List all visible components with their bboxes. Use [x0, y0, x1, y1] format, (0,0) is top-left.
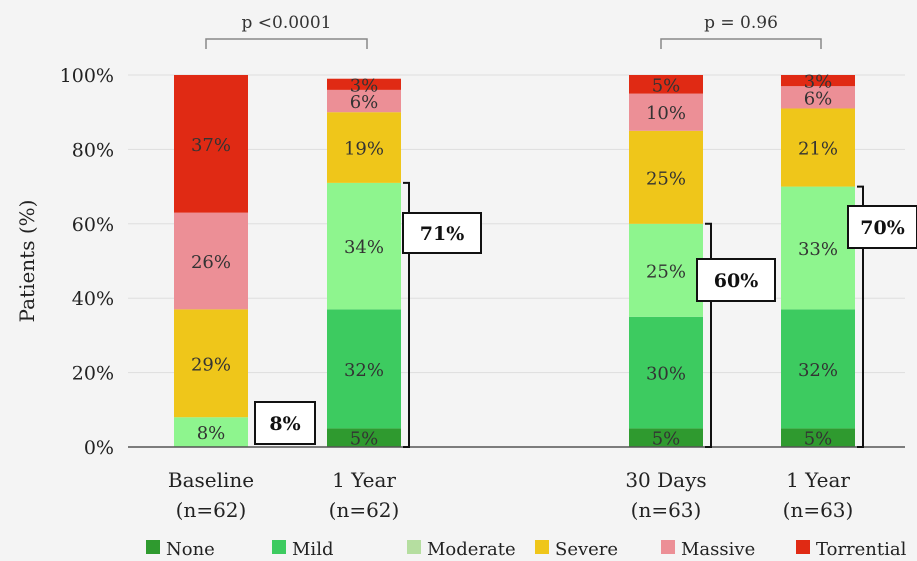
legend-swatch-none — [146, 540, 160, 554]
bar-segment-label: 25% — [646, 168, 686, 189]
bar-segment-label: 3% — [350, 75, 379, 96]
bar-segment-moderate — [327, 182, 401, 310]
callout-value: 8% — [269, 413, 300, 435]
bar-segment-label: 21% — [798, 139, 838, 160]
bar-segment-severe — [629, 130, 703, 224]
bar-segment-label: 5% — [652, 75, 681, 96]
x-category-sublabel: (n=63) — [783, 498, 854, 522]
x-category-label: Baseline — [168, 468, 254, 492]
legend-label: None — [166, 539, 215, 560]
bar-segment-label: 32% — [798, 360, 838, 381]
bar-segment-label: 25% — [646, 261, 686, 282]
y-tick-label: 0% — [84, 437, 114, 459]
bar-segment-label: 8% — [197, 423, 226, 444]
legend-label: Massive — [681, 539, 755, 560]
bar-segment-massive — [327, 89, 401, 113]
legend-swatch-torrential — [796, 540, 810, 554]
p-value-label: p <0.0001 — [241, 13, 331, 33]
bar-segment-label: 5% — [350, 429, 379, 450]
bar-segment-label: 10% — [646, 103, 686, 124]
legend-swatch-mild — [272, 540, 286, 554]
bar-segment-label: 5% — [804, 429, 833, 450]
x-category-sublabel: (n=62) — [329, 498, 400, 522]
bar-segment-mild — [781, 309, 855, 429]
x-category-label: 30 Days — [625, 468, 706, 492]
bar-segment-moderate — [781, 186, 855, 310]
bar-segment-massive — [781, 86, 855, 109]
bar-segment-moderate — [174, 417, 248, 447]
callout-box — [847, 205, 917, 249]
bar-segment-torrential — [327, 78, 401, 90]
x-category-label: 1 Year — [332, 468, 396, 492]
bar-segment-label: 30% — [646, 364, 686, 385]
bar-segment-none — [781, 428, 855, 447]
bar-segment-severe — [781, 108, 855, 187]
legend-swatch-moderate — [407, 540, 421, 554]
legend-swatch-massive — [661, 540, 675, 554]
callout-bracket — [857, 185, 864, 448]
bar-segment-label: 19% — [344, 139, 384, 160]
x-category-label: 1 Year — [786, 468, 850, 492]
y-tick-label: 100% — [60, 65, 114, 87]
bar-segment-label: 3% — [804, 72, 833, 93]
y-tick-label: 40% — [72, 288, 114, 310]
callout-bracket — [403, 181, 410, 448]
legend-label: Severe — [555, 539, 618, 560]
comparison-bracket — [205, 38, 368, 49]
bar-segment-none — [629, 428, 703, 447]
bar-segment-label: 6% — [350, 92, 379, 113]
callout-box — [696, 258, 776, 302]
callout-value: 70% — [860, 217, 905, 239]
callout-box — [254, 401, 316, 445]
bar-segment-severe — [174, 309, 248, 418]
legend-label: Mild — [292, 539, 333, 560]
x-category-sublabel: (n=63) — [631, 498, 702, 522]
bar-segment-label: 37% — [191, 135, 231, 156]
callout-box — [402, 212, 482, 254]
p-value-label: p = 0.96 — [704, 13, 778, 33]
bar-segment-label: 5% — [652, 429, 681, 450]
bar-segment-moderate — [629, 223, 703, 317]
bar-segment-label: 29% — [191, 354, 231, 375]
callout-value: 60% — [714, 270, 759, 292]
bar-segment-mild — [327, 309, 401, 429]
bar-segment-torrential — [174, 75, 248, 213]
bar-segment-label: 6% — [804, 88, 833, 109]
y-axis-title: Patients (%) — [15, 200, 39, 323]
bar-segment-label: 32% — [344, 360, 384, 381]
bar-segment-label: 34% — [344, 237, 384, 258]
y-tick-label: 20% — [72, 363, 114, 385]
x-category-sublabel: (n=62) — [176, 498, 247, 522]
bar-segment-severe — [327, 112, 401, 183]
bar-segment-torrential — [781, 75, 855, 87]
legend-swatch-severe — [535, 540, 549, 554]
callout-value: 71% — [420, 223, 465, 245]
bar-segment-mild — [629, 316, 703, 429]
bar-segment-torrential — [629, 75, 703, 94]
bar-segment-none — [327, 428, 401, 447]
legend-label: Torrential — [816, 539, 907, 560]
y-tick-label: 80% — [72, 139, 114, 161]
legend-label: Moderate — [427, 539, 516, 560]
bar-segment-massive — [174, 212, 248, 310]
callout-bracket — [705, 222, 712, 448]
bar-segment-label: 33% — [798, 239, 838, 260]
y-tick-label: 60% — [72, 214, 114, 236]
bar-segment-massive — [629, 93, 703, 131]
bar-segment-label: 26% — [191, 252, 231, 273]
comparison-bracket — [660, 38, 822, 49]
